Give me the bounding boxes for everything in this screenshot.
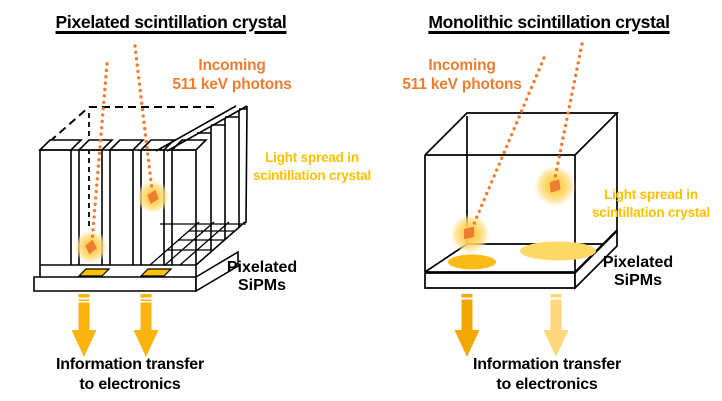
- comb-ridges: [155, 105, 248, 152]
- right-panel-title: Monolithic scintillation crystal: [428, 12, 670, 32]
- sipm-board-side: [195, 250, 239, 293]
- slab-top: [108, 139, 145, 151]
- right-info-transfer-label: Information transfer to electronics: [443, 355, 651, 394]
- photon-path-icon: [90, 62, 109, 244]
- label-line: Incoming: [198, 57, 266, 74]
- label-line: Information transfer: [472, 356, 622, 373]
- label-line: Light spread in: [265, 150, 359, 165]
- left-info-transfer-label: Information transfer to electronics: [26, 355, 234, 394]
- light-pool-icon: [448, 254, 496, 270]
- label-line: scintillation crystal: [252, 168, 372, 183]
- transfer-arrow-icon: [543, 294, 569, 357]
- label-line: Light spread in: [604, 187, 698, 202]
- arrow-stripe: [140, 301, 152, 303]
- photon-path-icon: [469, 56, 546, 233]
- label-line: to electronics: [496, 375, 598, 393]
- photon-path-icon: [552, 42, 584, 185]
- transfer-arrow-icon: [71, 294, 97, 357]
- transfer-arrow-icon: [133, 294, 159, 357]
- label-line: to electronics: [79, 375, 181, 393]
- arrow-stripe: [78, 297, 90, 300]
- label-line: SiPMs: [237, 276, 286, 294]
- arrow-stripe: [461, 297, 473, 300]
- interaction-point-icon: [463, 226, 475, 240]
- label-line: Pixelated: [226, 259, 298, 276]
- monolithic-crystal-drawing: [424, 112, 620, 291]
- slab-top: [77, 139, 114, 151]
- left-incoming-photons-label: Incoming 511 keV photons: [147, 56, 317, 94]
- crystal-floor-right-edge: [195, 221, 246, 266]
- sipm-board-front: [33, 276, 197, 292]
- label-line: 511 keV photons: [402, 76, 522, 93]
- label-line: 511 keV photons: [172, 76, 292, 93]
- arrow-stripe: [140, 297, 152, 300]
- right-sipms-label: Pixelated SiPMs: [590, 254, 686, 289]
- label-line: scintillation crystal: [591, 205, 711, 220]
- left-panel-title: Pixelated scintillation crystal: [55, 12, 287, 32]
- light-pool-icon: [520, 241, 596, 261]
- floor-strip-edges: [39, 265, 197, 277]
- label-line: SiPMs: [613, 271, 662, 289]
- right-incoming-photons-label: Incoming 511 keV photons: [397, 56, 527, 94]
- label-line: Pixelated: [602, 254, 674, 271]
- photon-paths: [90, 42, 584, 244]
- lit-pixel-icon: [77, 268, 111, 277]
- slab-top: [38, 139, 83, 151]
- left-light-spread-label: Light spread in scintillation crystal: [242, 149, 382, 185]
- arrow-stripe: [550, 297, 562, 300]
- arrow-stripe: [78, 301, 90, 303]
- right-light-spread-label: Light spread in scintillation crystal: [580, 186, 722, 222]
- sipm-floor-mesh: [149, 221, 246, 266]
- interaction-point-icon: [85, 239, 97, 255]
- interaction-points: [85, 179, 561, 255]
- sipm-board-side: [574, 228, 618, 291]
- label-line: Incoming: [428, 57, 496, 74]
- left-sipms-label: Pixelated SiPMs: [214, 259, 310, 294]
- lit-pixel-icon: [139, 268, 173, 277]
- interaction-point-icon: [147, 189, 159, 205]
- comb-slats: [197, 105, 248, 252]
- slab-front-edges: [39, 149, 197, 266]
- transfer-arrow-icon: [454, 294, 480, 357]
- interaction-point-icon: [549, 179, 561, 193]
- transfer-arrows: [71, 294, 569, 357]
- sipm-board-front: [424, 272, 576, 289]
- photon-path-icon: [133, 44, 154, 192]
- label-line: Information transfer: [55, 356, 205, 373]
- pixelated-crystal-drawing: [33, 105, 248, 293]
- crystal-back-edges-dashed: [39, 106, 214, 151]
